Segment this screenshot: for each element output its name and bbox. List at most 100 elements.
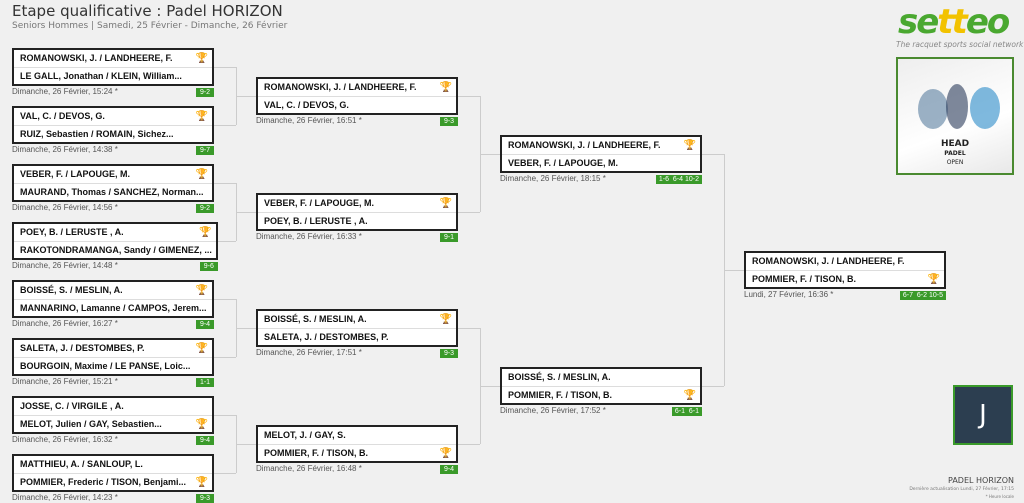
team-row[interactable]: VAL, C. / DEVOS, G. 🏆 <box>14 108 212 125</box>
bracket-connector <box>214 473 236 474</box>
team-row[interactable]: VEBER, F. / LAPOUGE, M. <box>502 154 700 172</box>
match-box: VAL, C. / DEVOS, G. 🏆 RUIZ, Sebastien / RO… <box>12 106 214 144</box>
match-card[interactable]: BOISSÉ, S. / MESLIN, A. 🏆 SALETA, J. / DES… <box>256 309 458 358</box>
team-row[interactable]: ROMANOWSKI, J. / LANDHEERE, F. 🏆 <box>14 50 212 67</box>
match-date: Dimanche, 26 Février, 17:51 * <box>256 348 362 357</box>
bracket-connector <box>702 154 724 155</box>
poster-text: HEAD PADEL OPEN <box>940 139 970 167</box>
bracket-connector <box>214 125 236 126</box>
bracket-connector <box>214 415 236 416</box>
match-card[interactable]: ROMANOWSKI, J. / LANDHEERE, F. 🏆 VAL, C. /… <box>256 77 458 126</box>
score-badge: 9-4 <box>196 436 214 445</box>
score-badge: 9-4 <box>196 320 214 329</box>
user-avatar[interactable]: J <box>953 385 1013 445</box>
team-name: ROMANOWSKI, J. / LANDHEERE, F. <box>752 256 905 266</box>
match-box: POEY, B. / LERUSTE , A. 🏆 RAKOTONDRAMANGA,… <box>12 222 218 260</box>
team-row[interactable]: VEBER, F. / LAPOUGE, M. 🏆 <box>14 166 212 183</box>
tournament-poster: HEAD PADEL OPEN <box>896 57 1014 175</box>
team-name: POMMIER, F. / TISON, B. <box>264 448 369 458</box>
match-box: ROMANOWSKI, J. / LANDHEERE, F. 🏆 VEBER, F.… <box>500 135 702 173</box>
page-subtitle: Seniors Hommes | Samedi, 25 Février - Di… <box>12 21 288 31</box>
match-date: Dimanche, 26 Février, 16:33 * <box>256 232 362 241</box>
team-name: MELOT, J. / GAY, S. <box>264 430 346 440</box>
match-card[interactable]: SALETA, J. / DESTOMBES, P. 🏆 BOURGOIN, Max… <box>12 338 214 387</box>
team-row[interactable]: POMMIER, F. / TISON, B. 🏆 <box>502 386 700 404</box>
match-date: Dimanche, 26 Février, 14:38 * <box>12 145 118 154</box>
footer-updated: Dernière actualisation Lundi, 27 Février… <box>909 487 1014 492</box>
match-card[interactable]: VEBER, F. / LAPOUGE, M. 🏆 MAURAND, Thomas … <box>12 164 214 213</box>
match-card[interactable]: ROMANOWSKI, J. / LANDHEERE, F. 🏆 VEBER, F.… <box>500 135 702 184</box>
team-row[interactable]: LE GALL, Jonathan / KLEIN, William... <box>14 67 212 85</box>
score-badge: 9-2 <box>196 204 214 213</box>
match-box: VEBER, F. / LAPOUGE, M. 🏆 MAURAND, Thomas … <box>12 164 214 202</box>
trophy-icon: 🏆 <box>683 140 696 151</box>
match-card[interactable]: BOISSÉ, S. / MESLIN, A. 🏆 MANNARINO, Laman… <box>12 280 214 329</box>
bracket-connector <box>236 67 237 125</box>
team-row[interactable]: MATTHIEU, A. / SANLOUP, L. <box>14 456 212 473</box>
match-card[interactable]: POEY, B. / LERUSTE , A. 🏆 RAKOTONDRAMANGA,… <box>12 222 218 271</box>
score-badge: 9-3 <box>440 349 458 358</box>
team-row[interactable]: RAKOTONDRAMANGA, Sandy / GIMENEZ, ... <box>14 241 216 259</box>
match-box: SALETA, J. / DESTOMBES, P. 🏆 BOURGOIN, Max… <box>12 338 214 376</box>
bracket-connector <box>236 183 237 241</box>
team-row[interactable]: BOISSÉ, S. / MESLIN, A. 🏆 <box>14 282 212 299</box>
team-row[interactable]: RUIZ, Sebastien / ROMAIN, Sichez... <box>14 125 212 143</box>
match-box: VEBER, F. / LAPOUGE, M. 🏆 POEY, B. / LERUS… <box>256 193 458 231</box>
bracket-connector <box>458 212 480 213</box>
match-box: BOISSÉ, S. / MESLIN, A. POMMIER, F. / TIS… <box>500 367 702 405</box>
team-name: ROMANOWSKI, J. / LANDHEERE, F. <box>264 82 417 92</box>
team-row[interactable]: JOSSE, C. / VIRGILE , A. <box>14 398 212 415</box>
match-card[interactable]: VAL, C. / DEVOS, G. 🏆 RUIZ, Sebastien / RO… <box>12 106 214 155</box>
match-card[interactable]: ROMANOWSKI, J. / LANDHEERE, F. 🏆 LE GALL, … <box>12 48 214 97</box>
bracket-connector <box>214 67 236 68</box>
trophy-icon: 🏆 <box>195 477 208 488</box>
team-row[interactable]: MELOT, Julien / GAY, Sebastien... 🏆 <box>14 415 212 433</box>
team-name: VEBER, F. / LAPOUGE, M. <box>508 158 619 168</box>
team-row[interactable]: BOISSÉ, S. / MESLIN, A. <box>502 369 700 386</box>
bracket-connector <box>236 444 256 445</box>
match-card[interactable]: ROMANOWSKI, J. / LANDHEERE, F. POMMIER, F… <box>744 251 946 300</box>
team-row[interactable]: ROMANOWSKI, J. / LANDHEERE, F. 🏆 <box>502 137 700 154</box>
match-card[interactable]: MATTHIEU, A. / SANLOUP, L. POMMIER, Frede… <box>12 454 214 503</box>
team-row[interactable]: MELOT, J. / GAY, S. <box>258 427 456 444</box>
team-row[interactable]: VAL, C. / DEVOS, G. <box>258 96 456 114</box>
team-row[interactable]: ROMANOWSKI, J. / LANDHEERE, F. <box>746 253 944 270</box>
match-card[interactable]: VEBER, F. / LAPOUGE, M. 🏆 POEY, B. / LERUS… <box>256 193 458 242</box>
bracket-connector <box>458 96 480 97</box>
match-card[interactable]: MELOT, J. / GAY, S. POMMIER, F. / TISON, … <box>256 425 458 474</box>
match-card[interactable]: JOSSE, C. / VIRGILE , A. MELOT, Julien / … <box>12 396 214 445</box>
team-row[interactable]: ROMANOWSKI, J. / LANDHEERE, F. 🏆 <box>258 79 456 96</box>
match-date: Dimanche, 26 Février, 16:32 * <box>12 435 118 444</box>
match-date: Dimanche, 26 Février, 16:51 * <box>256 116 362 125</box>
team-name: MELOT, Julien / GAY, Sebastien... <box>20 419 162 429</box>
team-row[interactable]: VEBER, F. / LAPOUGE, M. 🏆 <box>258 195 456 212</box>
footer-club: PADEL HORIZON <box>948 476 1014 485</box>
team-row[interactable]: POMMIER, F. / TISON, B. 🏆 <box>746 270 944 288</box>
team-name: SALETA, J. / DESTOMBES, P. <box>264 332 389 342</box>
team-row[interactable]: BOURGOIN, Maxime / LE PANSE, Loic... <box>14 357 212 375</box>
team-row[interactable]: SALETA, J. / DESTOMBES, P. <box>258 328 456 346</box>
team-row[interactable]: POEY, B. / LERUSTE , A. <box>258 212 456 230</box>
trophy-icon: 🏆 <box>195 53 208 64</box>
team-name: SALETA, J. / DESTOMBES, P. <box>20 343 145 353</box>
match-box: ROMANOWSKI, J. / LANDHEERE, F. POMMIER, F… <box>744 251 946 289</box>
bracket-connector <box>214 241 236 242</box>
team-row[interactable]: POEY, B. / LERUSTE , A. 🏆 <box>14 224 216 241</box>
setteo-logo[interactable]: setteo <box>898 2 1010 42</box>
match-card[interactable]: BOISSÉ, S. / MESLIN, A. POMMIER, F. / TIS… <box>500 367 702 416</box>
team-row[interactable]: BOISSÉ, S. / MESLIN, A. 🏆 <box>258 311 456 328</box>
trophy-icon: 🏆 <box>195 419 208 430</box>
team-name: BOISSÉ, S. / MESLIN, A. <box>264 314 367 324</box>
match-meta: Lundi, 27 Février, 16:36 * 6-7 6-2 10-5 <box>744 290 946 300</box>
team-row[interactable]: MAURAND, Thomas / SANCHEZ, Norman... <box>14 183 212 201</box>
match-date: Lundi, 27 Février, 16:36 * <box>744 290 834 299</box>
team-row[interactable]: MANNARINO, Lamanne / CAMPOS, Jerem... <box>14 299 212 317</box>
bracket-connector <box>458 444 480 445</box>
team-row[interactable]: POMMIER, F. / TISON, B. 🏆 <box>258 444 456 462</box>
team-name: POMMIER, F. / TISON, B. <box>508 390 613 400</box>
team-name: VAL, C. / DEVOS, G. <box>20 111 105 121</box>
bracket-connector <box>236 328 256 329</box>
team-row[interactable]: SALETA, J. / DESTOMBES, P. 🏆 <box>14 340 212 357</box>
team-row[interactable]: POMMIER, Frederic / TISON, Benjami... 🏆 <box>14 473 212 491</box>
bracket-connector <box>480 154 500 155</box>
